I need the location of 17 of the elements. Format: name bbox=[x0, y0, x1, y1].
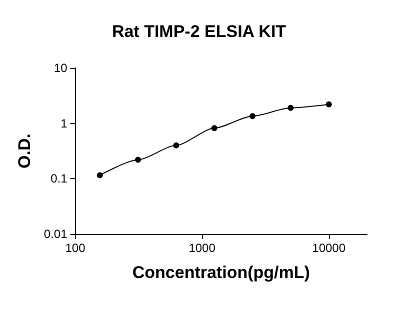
y-tick-label: 10 bbox=[54, 61, 68, 75]
point bbox=[250, 113, 256, 120]
y-axis-title: O.D. bbox=[15, 134, 34, 168]
y-tick-label: 0.1 bbox=[50, 172, 68, 186]
point bbox=[288, 104, 294, 111]
point bbox=[211, 125, 218, 132]
x-tick-label: 1000 bbox=[188, 241, 216, 255]
point bbox=[173, 142, 180, 148]
point bbox=[135, 156, 141, 163]
x-tick-label: 100 bbox=[65, 241, 86, 255]
point bbox=[326, 101, 332, 108]
x-tick-label: 10000 bbox=[312, 241, 346, 255]
x-axis-title: Concentration(pg/mL) bbox=[132, 263, 310, 282]
y-tick-label: 1 bbox=[60, 116, 68, 130]
chart-title: Rat TIMP-2 ELSIA KIT bbox=[112, 22, 287, 41]
point bbox=[96, 172, 103, 178]
y-tick-label: 0.01 bbox=[44, 227, 68, 241]
